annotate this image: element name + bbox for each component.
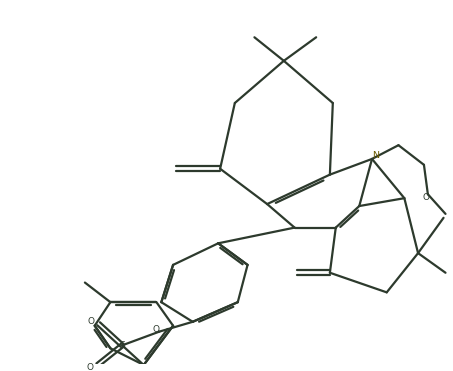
Text: O: O xyxy=(153,325,160,334)
Text: N: N xyxy=(372,151,379,160)
Text: O: O xyxy=(87,317,94,326)
Text: S: S xyxy=(119,341,125,350)
Text: O: O xyxy=(422,193,429,202)
Text: O: O xyxy=(86,363,93,371)
